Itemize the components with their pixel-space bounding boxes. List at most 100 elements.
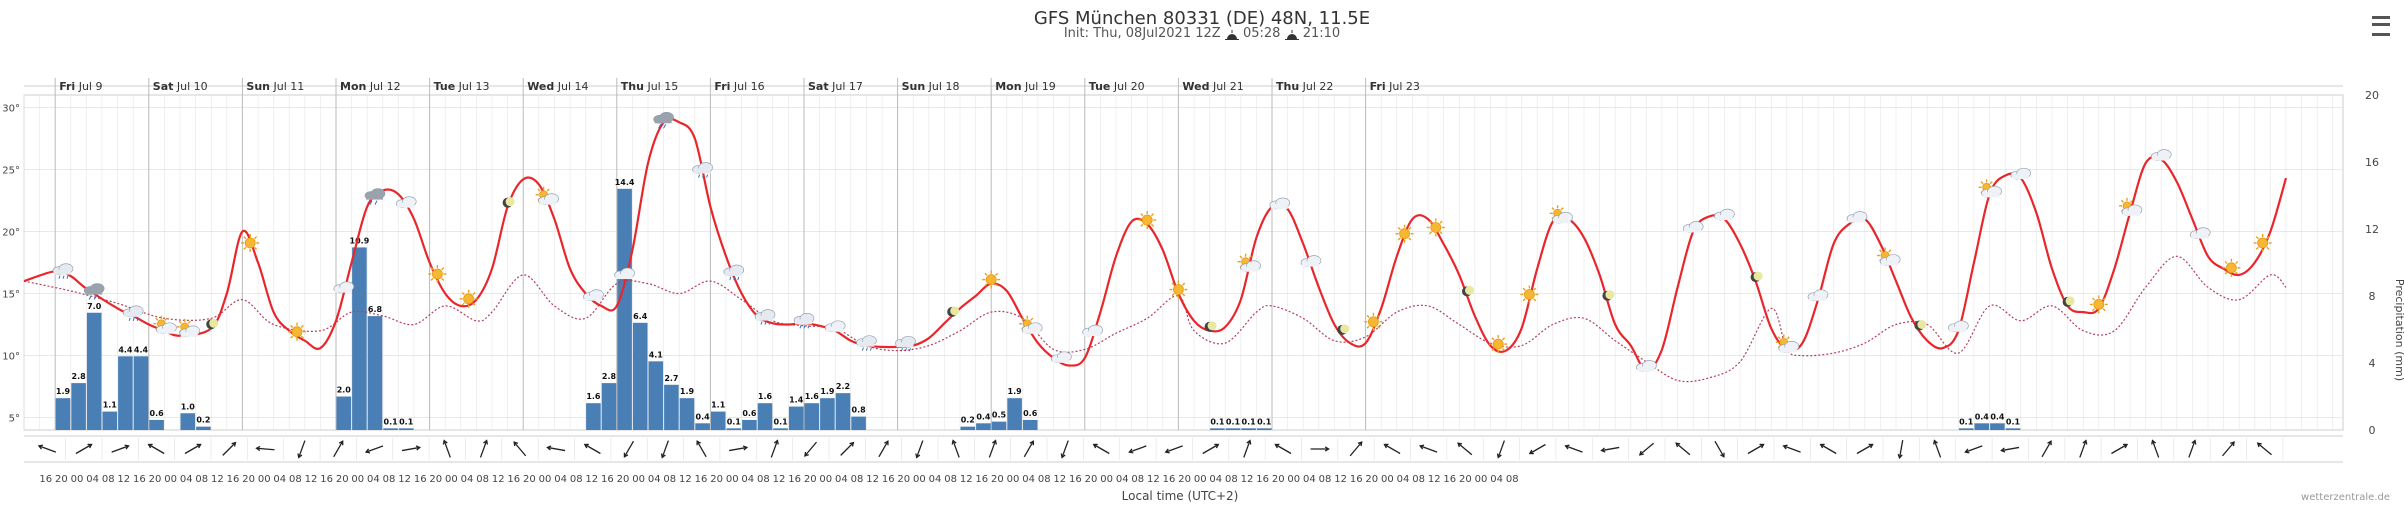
wind-row (24, 435, 2343, 463)
precip-bar (367, 316, 383, 430)
precip-label: 1.1 (711, 401, 726, 410)
cloud-rain-icon (122, 305, 144, 322)
y-right-tick: 20 (2365, 89, 2379, 102)
precip-label: 1.9 (1008, 387, 1023, 396)
wind-arrow (1060, 440, 1069, 459)
precip-label: 4.4 (118, 345, 133, 354)
hour-label: 08 (944, 474, 957, 485)
precip-bar (648, 361, 664, 430)
hour-label: 12 (1428, 474, 1441, 485)
cloud-icon (1082, 324, 1103, 337)
wind-arrow (364, 445, 384, 454)
precip-label: 0.1 (384, 417, 399, 426)
cloud-icon (1714, 208, 1735, 221)
credit: wetterzentrale.de (2301, 492, 2390, 503)
day-label: Thu Jul 15 (621, 80, 678, 93)
hour-label: 16 (39, 474, 52, 485)
hour-label: 12 (305, 474, 318, 485)
day-label: Wed Jul 14 (527, 80, 588, 93)
wind-arrow (1023, 440, 1035, 458)
wind-arrow (147, 443, 165, 455)
hour-label: 08 (102, 474, 115, 485)
wind-arrow (804, 441, 817, 457)
precip-bar (820, 398, 835, 430)
precip-label: 1.9 (680, 387, 695, 396)
cloud-storm-icon (83, 283, 105, 300)
precip-label: 0.2 (196, 416, 210, 425)
hour-label: 12 (1053, 474, 1066, 485)
cloud-icon (1846, 211, 1868, 223)
precip-bar (133, 356, 149, 430)
precip-bar (352, 247, 367, 430)
cloud-rain-icon (856, 335, 877, 351)
moon-icon (502, 197, 515, 208)
init-text: Init: Thu, 08Jul2021 12Z (1063, 26, 1221, 41)
cloud-icon (1682, 221, 1704, 233)
cloud-storm-icon (364, 188, 386, 205)
hour-label: 20 (1272, 474, 1285, 485)
hour-label: 04 (1116, 474, 1129, 485)
wind-arrow (184, 443, 202, 455)
hour-label: 08 (476, 474, 489, 485)
hour-label: 12 (211, 474, 224, 485)
hour-label: 00 (1475, 474, 1488, 485)
precip-bar (1990, 423, 2005, 430)
hour-label: 04 (1209, 474, 1222, 485)
hour-label: 12 (585, 474, 598, 485)
cloud-storm-icon (653, 111, 674, 129)
hour-label: 04 (180, 474, 193, 485)
wind-arrow (2221, 441, 2235, 457)
precip-bar (601, 383, 617, 430)
precip-label: 10.9 (350, 236, 370, 245)
wind-arrow (1164, 445, 1183, 454)
day-label: Sun Jul 11 (246, 80, 304, 93)
precip-label: 6.4 (633, 312, 648, 321)
moon-icon (2062, 296, 2075, 307)
day-label: Tue Jul 20 (1089, 80, 1145, 93)
sun-icon (1364, 312, 1383, 331)
cloud-icon (1948, 320, 1969, 333)
cloud-icon (1051, 351, 1072, 364)
precip-bar (196, 426, 211, 430)
precip-label: 2.7 (664, 374, 678, 383)
hour-label: 00 (539, 474, 552, 485)
wind-arrow (2256, 442, 2272, 456)
precip-bar (664, 384, 679, 430)
sun-icon (1426, 218, 1445, 237)
precip-label: 1.4 (789, 396, 804, 405)
wind-arrow (696, 440, 707, 458)
wind-arrow (222, 441, 237, 456)
precip-label: 0.4 (696, 412, 711, 421)
cloud-rain-icon (723, 264, 745, 281)
precip-bar (617, 188, 632, 430)
wind-arrow (1897, 440, 1904, 460)
precip-bar (742, 419, 757, 430)
precip-label: 1.1 (103, 401, 118, 410)
wind-arrow (660, 440, 670, 459)
precip-label: 4.4 (134, 345, 149, 354)
hour-label: 20 (429, 474, 442, 485)
cloud-icon (1300, 255, 1322, 267)
menu-icon[interactable] (2372, 16, 2390, 36)
precip-bar (851, 416, 866, 430)
sun-cloud-icon (535, 186, 559, 206)
hour-label: 08 (1412, 474, 1425, 485)
hour-label: 20 (991, 474, 1004, 485)
precip-label: 0.1 (727, 417, 742, 426)
wind-arrow (2000, 446, 2020, 453)
sunset-time: 21:10 (1302, 26, 1341, 41)
hour-label: 12 (492, 474, 505, 485)
hour-label: 08 (1131, 474, 1144, 485)
hour-label: 04 (554, 474, 567, 485)
hour-label: 08 (570, 474, 583, 485)
sun-cloud-icon (1877, 247, 1901, 266)
wind-arrow (1933, 439, 1942, 458)
hour-label: 04 (835, 474, 848, 485)
sun-icon (1395, 224, 1414, 243)
cloud-icon (583, 289, 604, 302)
precip-label: 0.4 (1975, 412, 1990, 421)
precip-label: 2.2 (836, 382, 850, 391)
y-left-tick: 10° (2, 352, 20, 363)
moon-icon (947, 306, 960, 317)
hour-label: 08 (1225, 474, 1238, 485)
